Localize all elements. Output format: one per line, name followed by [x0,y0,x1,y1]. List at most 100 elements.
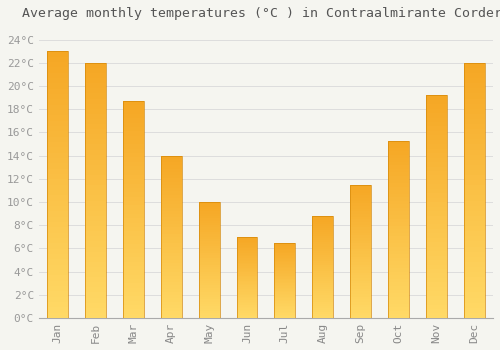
Bar [198,302,220,304]
Bar [388,247,409,251]
Bar [236,241,258,243]
Bar [85,78,106,83]
Bar [161,224,182,227]
Bar [236,274,258,276]
Bar [48,233,68,238]
Bar [388,254,409,258]
Bar [48,51,68,318]
Bar [236,279,258,281]
Bar [161,250,182,253]
Bar [388,176,409,180]
Bar [274,285,295,286]
Bar [198,309,220,311]
Bar [350,257,371,259]
Bar [350,203,371,206]
Bar [236,307,258,308]
Bar [274,270,295,271]
Bar [274,297,295,298]
Bar [464,78,484,83]
Bar [236,246,258,248]
Bar [123,236,144,240]
Bar [274,306,295,307]
Bar [312,261,333,263]
Bar [236,290,258,292]
Bar [85,73,106,78]
Bar [274,282,295,283]
Bar [388,158,409,162]
Bar [464,298,484,303]
Bar [426,233,446,238]
Bar [274,262,295,264]
Bar [388,268,409,272]
Bar [123,175,144,179]
Bar [426,211,446,216]
Bar [161,289,182,292]
Bar [48,67,68,72]
Bar [426,256,446,260]
Bar [350,275,371,278]
Bar [161,292,182,295]
Bar [464,99,484,104]
Bar [312,255,333,257]
Bar [161,227,182,230]
Bar [274,295,295,297]
Bar [350,254,371,257]
Bar [85,246,106,252]
Bar [426,100,446,104]
Bar [464,93,484,99]
Bar [85,298,106,303]
Bar [350,222,371,225]
Bar [198,220,220,223]
Bar [274,279,295,280]
Bar [236,282,258,284]
Bar [236,310,258,312]
Bar [161,217,182,220]
Bar [236,287,258,289]
Bar [312,283,333,285]
Bar [48,313,68,318]
Bar [198,267,220,269]
Bar [388,222,409,226]
Bar [161,302,182,305]
Bar [312,295,333,298]
Bar [350,259,371,262]
Bar [123,283,144,288]
Bar [85,196,106,201]
Bar [312,267,333,269]
Bar [464,129,484,134]
Bar [426,291,446,296]
Bar [350,278,371,281]
Bar [236,245,258,246]
Bar [426,251,446,256]
Bar [426,220,446,224]
Bar [123,158,144,162]
Bar [48,206,68,211]
Bar [236,302,258,303]
Bar [161,243,182,246]
Bar [161,156,182,318]
Bar [85,201,106,206]
Bar [48,158,68,163]
Bar [161,286,182,289]
Bar [350,262,371,265]
Bar [274,248,295,250]
Bar [161,308,182,312]
Bar [274,315,295,316]
Bar [426,300,446,304]
Bar [274,250,295,252]
Bar [48,217,68,222]
Bar [85,180,106,185]
Bar [198,299,220,302]
Bar [236,263,258,264]
Bar [198,286,220,288]
Bar [85,277,106,282]
Bar [198,295,220,297]
Bar [312,220,333,222]
Bar [388,307,409,311]
Bar [464,109,484,114]
Bar [388,286,409,289]
Bar [426,140,446,144]
Bar [464,114,484,119]
Bar [198,202,220,318]
Bar [85,211,106,216]
